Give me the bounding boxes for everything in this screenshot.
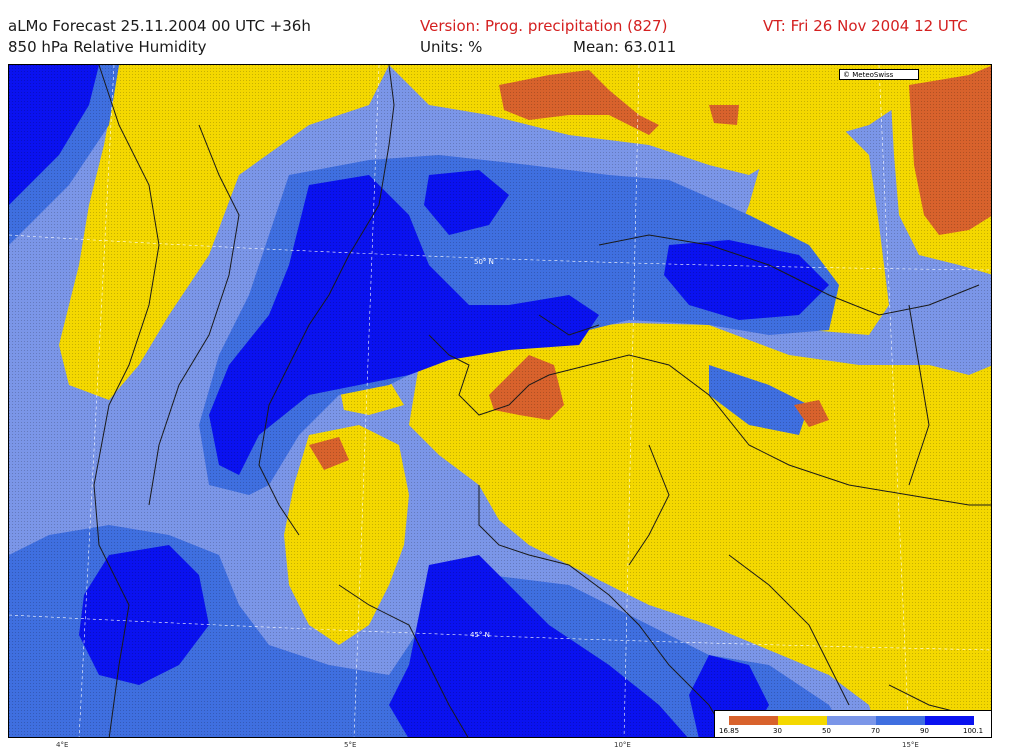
legend-level-4: 90 [920, 727, 929, 735]
humidity-map [8, 64, 992, 738]
legend: 16.85 30 50 70 90 100.1 [714, 710, 992, 738]
field-title: 850 hPa Relative Humidity [8, 38, 207, 56]
lon-tick-1: 5°E [344, 741, 357, 749]
forecast-title: aLMo Forecast 25.11.2004 00 UTC +36h [8, 17, 311, 35]
meteoswiss-credit: © MeteoSwiss [839, 69, 919, 80]
lat-label-45n: 45° N [470, 631, 490, 639]
legend-swatch-deep-blue [925, 716, 974, 725]
map-canvas [9, 65, 991, 737]
legend-swatch-mid-blue [876, 716, 925, 725]
version-label: Version: Prog. precipitation (827) [420, 17, 668, 35]
legend-swatch-light-blue [827, 716, 876, 725]
lon-tick-3: 15°E [902, 741, 919, 749]
legend-level-2: 50 [822, 727, 831, 735]
lon-tick-0: 4°E [56, 741, 69, 749]
graticule [9, 65, 991, 737]
lon-tick-2: 10°E [614, 741, 631, 749]
lat-label-50n: 50° N [474, 258, 494, 266]
legend-swatch-yellow [778, 716, 827, 725]
stipple-overlay [9, 65, 991, 737]
legend-level-5: 100.1 [963, 727, 984, 735]
valid-time-label: VT: Fri 26 Nov 2004 12 UTC [763, 17, 968, 35]
legend-swatch-orange [729, 716, 778, 725]
legend-level-3: 70 [871, 727, 880, 735]
legend-level-0: 16.85 [719, 727, 740, 735]
mean-label: Mean: 63.011 [573, 38, 677, 56]
legend-level-1: 30 [773, 727, 782, 735]
units-label: Units: % [420, 38, 483, 56]
borders-coastlines [93, 65, 991, 737]
